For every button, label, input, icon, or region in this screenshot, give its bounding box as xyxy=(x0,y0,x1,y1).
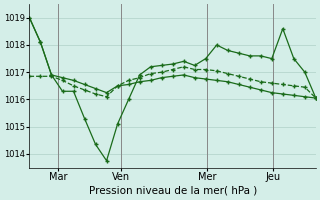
X-axis label: Pression niveau de la mer( hPa ): Pression niveau de la mer( hPa ) xyxy=(89,186,257,196)
